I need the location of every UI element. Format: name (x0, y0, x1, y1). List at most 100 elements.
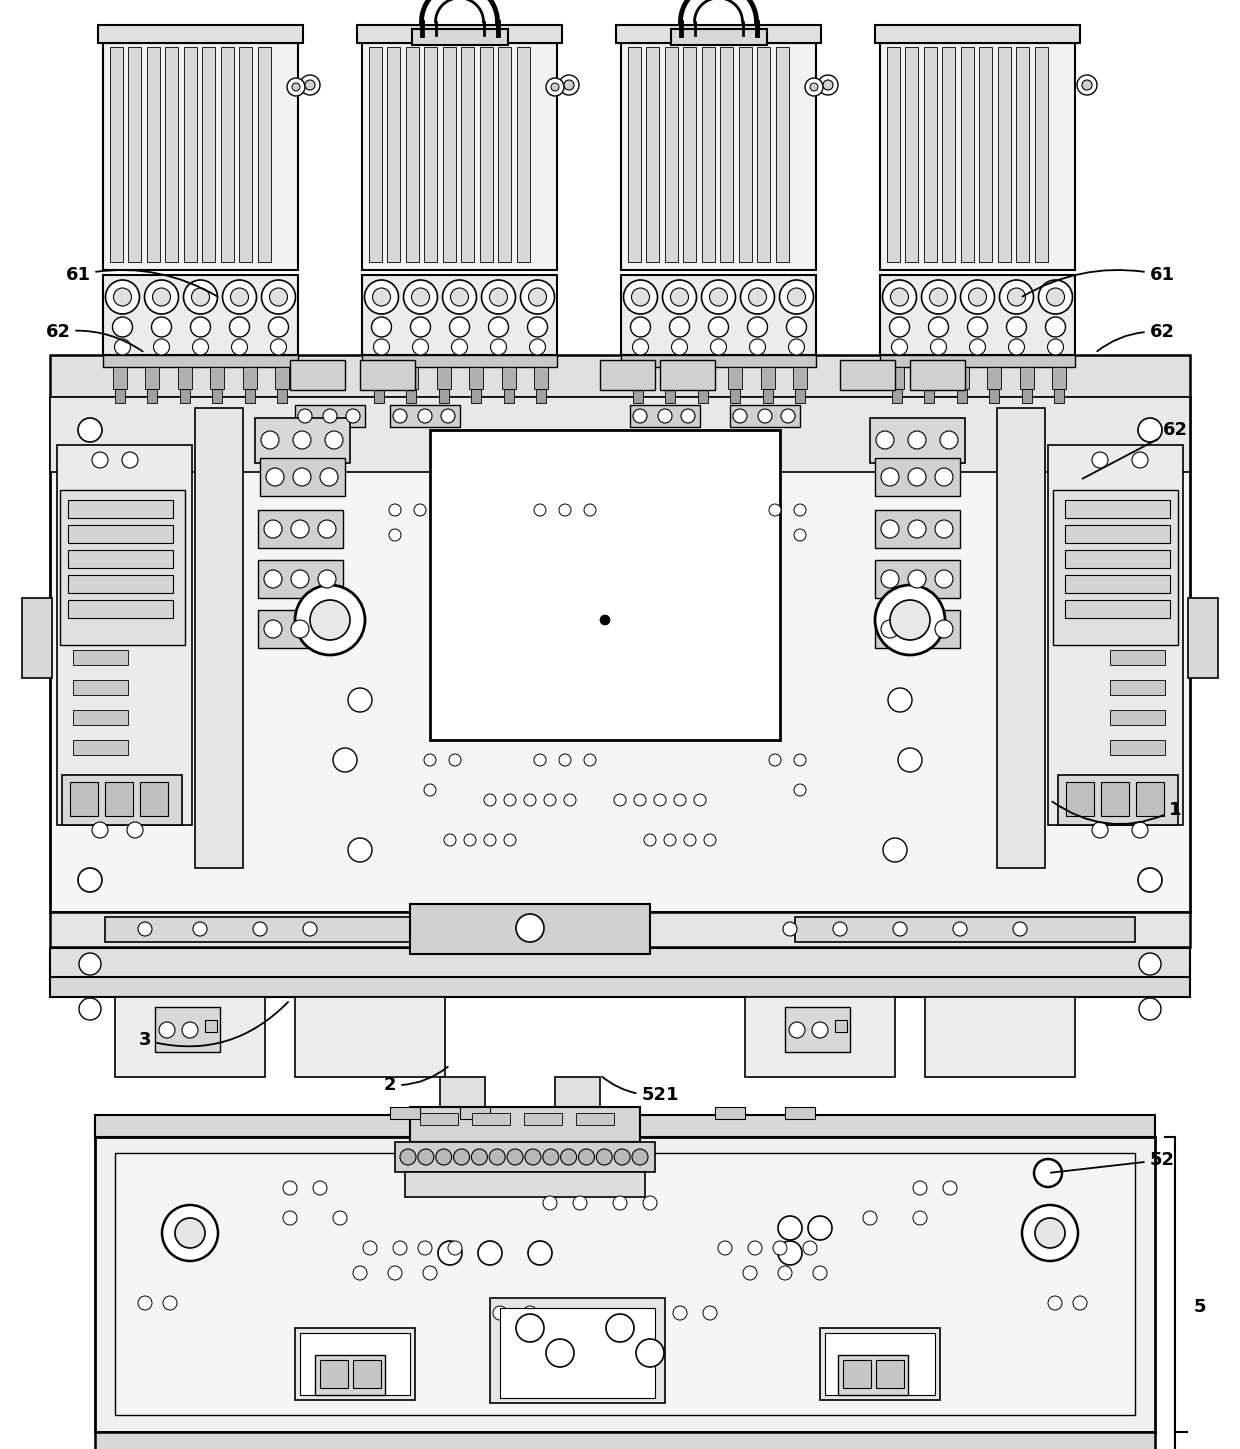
Circle shape (145, 280, 179, 314)
Bar (410, 1107, 640, 1142)
Bar (443, 46, 456, 262)
Circle shape (193, 922, 207, 936)
Bar (739, 46, 751, 262)
Circle shape (449, 753, 461, 767)
Bar (1054, 388, 1064, 403)
Bar (942, 46, 955, 262)
Bar (880, 43, 1075, 270)
Bar (838, 1355, 908, 1395)
Text: 62: 62 (46, 323, 143, 352)
Bar (68, 500, 174, 517)
Circle shape (672, 339, 687, 355)
Circle shape (1047, 288, 1064, 306)
Bar (195, 409, 243, 868)
Bar (405, 46, 419, 262)
Bar (430, 430, 780, 740)
Bar (498, 46, 511, 262)
Circle shape (322, 409, 337, 423)
Circle shape (564, 80, 574, 90)
Circle shape (708, 317, 729, 338)
Circle shape (283, 1211, 298, 1224)
Bar (115, 1153, 1135, 1416)
Circle shape (450, 288, 469, 306)
Circle shape (353, 1266, 367, 1279)
Circle shape (534, 504, 546, 516)
Circle shape (79, 953, 100, 975)
Bar (211, 367, 224, 388)
Circle shape (534, 753, 546, 767)
Bar (362, 355, 557, 367)
Circle shape (114, 288, 131, 306)
Circle shape (813, 1266, 827, 1279)
Bar (165, 46, 179, 262)
Bar (412, 29, 507, 45)
Circle shape (413, 339, 429, 355)
Bar (391, 406, 460, 427)
Bar (875, 610, 960, 648)
Bar (500, 1308, 655, 1398)
Text: 1: 1 (1053, 801, 1182, 824)
Circle shape (631, 288, 650, 306)
Bar (961, 46, 973, 262)
Circle shape (1138, 417, 1162, 442)
Bar (295, 1327, 415, 1400)
Circle shape (709, 288, 728, 306)
Bar (103, 355, 298, 367)
Bar (68, 575, 174, 593)
Bar (62, 775, 182, 824)
Circle shape (449, 317, 470, 338)
Circle shape (317, 620, 336, 638)
Circle shape (264, 520, 281, 538)
Circle shape (673, 1306, 687, 1320)
Circle shape (644, 1195, 657, 1210)
Bar (794, 367, 807, 388)
Bar (469, 367, 484, 388)
Circle shape (600, 614, 610, 625)
Circle shape (769, 753, 781, 767)
Circle shape (1073, 1295, 1087, 1310)
Circle shape (260, 430, 279, 449)
Circle shape (833, 922, 847, 936)
Bar (57, 445, 192, 824)
Bar (758, 46, 770, 262)
Circle shape (559, 75, 579, 96)
Circle shape (787, 288, 806, 306)
Bar (892, 388, 901, 403)
Bar (1065, 525, 1171, 543)
Circle shape (503, 794, 516, 806)
Bar (1188, 598, 1218, 678)
Circle shape (1140, 998, 1161, 1020)
Circle shape (614, 1149, 630, 1165)
Circle shape (192, 339, 208, 355)
Bar (255, 417, 350, 464)
Circle shape (92, 822, 108, 838)
Bar (148, 388, 157, 403)
Bar (110, 46, 123, 262)
Circle shape (908, 520, 926, 538)
Circle shape (298, 409, 312, 423)
Bar (98, 25, 303, 43)
Circle shape (484, 794, 496, 806)
Bar (103, 275, 298, 355)
Bar (440, 1077, 485, 1166)
Bar (315, 1355, 384, 1395)
Bar (875, 510, 960, 548)
Circle shape (182, 1022, 198, 1037)
Circle shape (613, 1195, 627, 1210)
Bar (258, 510, 343, 548)
Bar (536, 388, 547, 403)
Bar (835, 1020, 847, 1032)
Circle shape (303, 922, 317, 936)
Bar (239, 46, 252, 262)
Circle shape (283, 1181, 298, 1195)
Bar (295, 997, 445, 1077)
Circle shape (175, 1219, 205, 1248)
Circle shape (310, 600, 350, 640)
Circle shape (794, 529, 806, 540)
Circle shape (560, 1149, 577, 1165)
Circle shape (573, 1195, 587, 1210)
Circle shape (1034, 1159, 1061, 1187)
Circle shape (523, 1306, 537, 1320)
Bar (880, 275, 1075, 355)
Circle shape (546, 78, 564, 96)
